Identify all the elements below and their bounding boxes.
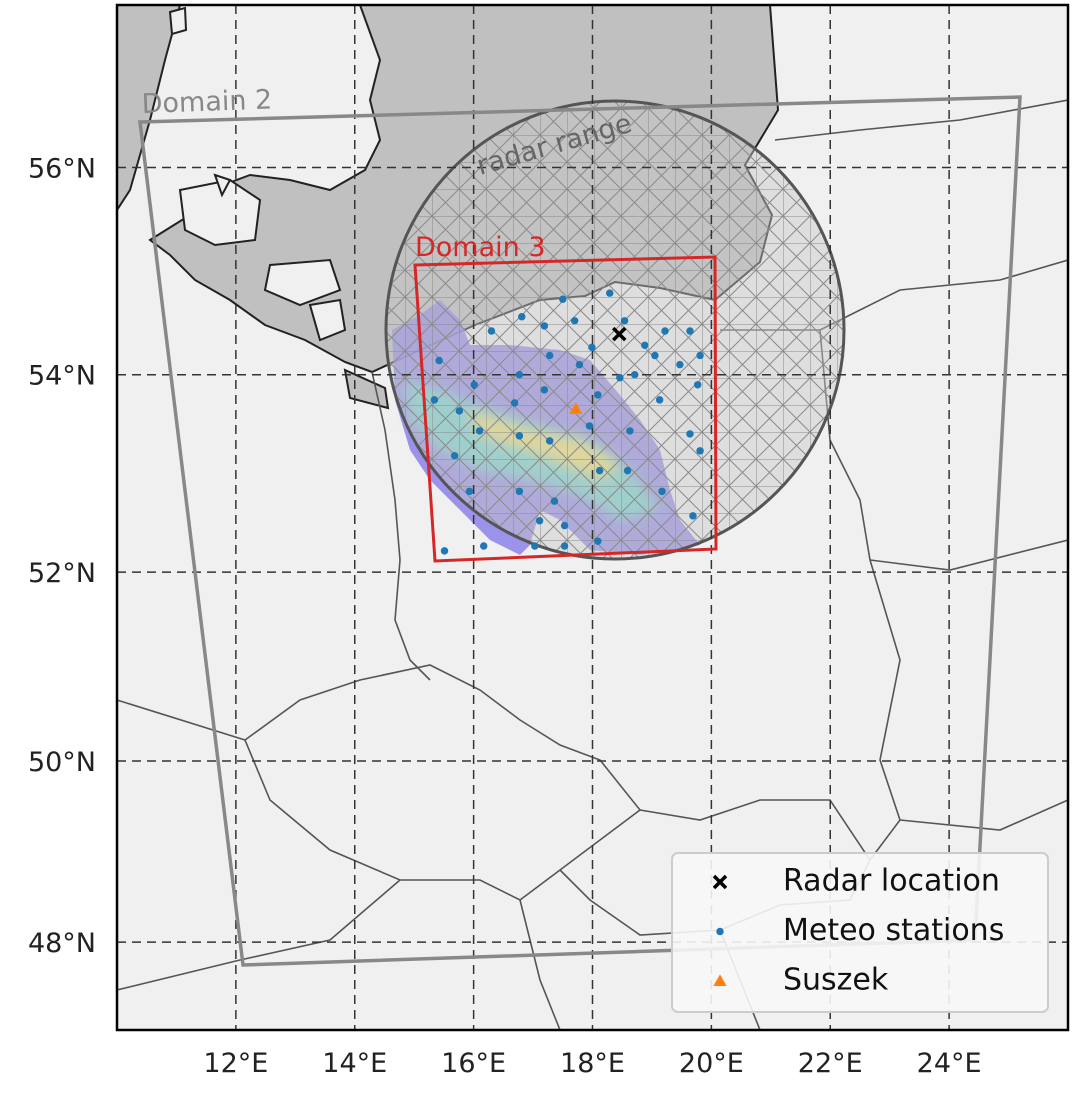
island xyxy=(263,258,342,307)
marker-dot xyxy=(487,327,496,335)
marker-dot xyxy=(588,343,596,352)
marker-dot xyxy=(570,317,579,325)
marker-triangle xyxy=(569,402,583,414)
map-background xyxy=(117,5,1068,1030)
marker-dot xyxy=(518,312,526,321)
marker-dot xyxy=(689,512,697,520)
marker-dot xyxy=(531,542,539,550)
marker-dot xyxy=(440,547,449,555)
domain-3 xyxy=(413,255,718,563)
marker-dot xyxy=(455,407,464,415)
legend-label: Suszek xyxy=(783,963,889,998)
x-tick-label: 12°E xyxy=(203,1048,268,1079)
y-tick-label: 52°N xyxy=(28,558,96,589)
marker-dot xyxy=(435,356,443,365)
marker-dot xyxy=(686,430,694,438)
marker-dot xyxy=(480,542,488,550)
marker-dot xyxy=(430,396,439,404)
marker-dot xyxy=(560,542,569,550)
x-tick-label: 18°E xyxy=(560,1048,625,1079)
y-tick-label: 54°N xyxy=(28,361,96,392)
marker-dot xyxy=(595,466,604,475)
marker-dot xyxy=(535,516,544,525)
marker-dot xyxy=(626,427,634,435)
legend-marker xyxy=(713,974,727,986)
legend-label: Meteo stations xyxy=(783,913,1004,948)
marker-dot xyxy=(594,391,602,399)
border xyxy=(371,371,431,681)
marker-dot xyxy=(616,374,624,382)
marker-dot xyxy=(594,537,602,545)
marker-dot xyxy=(686,327,694,335)
island xyxy=(308,298,347,342)
marker-x xyxy=(612,326,627,342)
x-tick-label: 24°E xyxy=(917,1048,982,1079)
marker-dot xyxy=(559,295,567,303)
marker-dot xyxy=(658,487,666,496)
marker-dot xyxy=(620,317,629,325)
marker-dot xyxy=(540,322,549,330)
marker-dot xyxy=(661,327,669,335)
marker-dot xyxy=(545,437,554,445)
y-tick-label: 56°N xyxy=(28,154,96,185)
marker-dot xyxy=(475,427,484,435)
marker-dot xyxy=(550,497,559,505)
marker-dot xyxy=(465,487,474,496)
marker-dot xyxy=(676,360,684,369)
marker-dot xyxy=(470,381,478,389)
marker-dot xyxy=(641,341,649,350)
plot-frame xyxy=(115,3,1070,1032)
marker-dot xyxy=(515,370,524,379)
marker-dot xyxy=(651,351,659,360)
domain-2-label: Domain 2 xyxy=(141,84,273,120)
marker-dot xyxy=(630,370,639,379)
marker-dot xyxy=(575,360,584,369)
marker-dot xyxy=(655,396,664,404)
island xyxy=(168,6,232,198)
x-tick-label: 20°E xyxy=(679,1048,744,1079)
legend-marker xyxy=(712,874,728,890)
marker-dot xyxy=(560,521,569,530)
border xyxy=(774,99,1068,831)
y-tick-label: 48°N xyxy=(28,928,96,959)
marker-dot xyxy=(515,487,524,496)
marker-dot xyxy=(696,351,704,360)
marker-dot xyxy=(515,432,524,440)
y-tick-label: 50°N xyxy=(28,747,96,778)
marker-dot xyxy=(693,381,702,389)
marker-dot xyxy=(585,422,594,430)
marker-dot xyxy=(450,452,459,460)
marker-dot xyxy=(545,351,554,360)
marker-dot xyxy=(623,466,632,475)
marker-dot xyxy=(696,447,704,455)
x-tick-label: 14°E xyxy=(322,1048,387,1079)
marker-dot xyxy=(510,399,519,407)
legend-box xyxy=(671,852,1049,1013)
marker-dot xyxy=(540,386,549,394)
legend-marker xyxy=(716,927,724,936)
x-tick-label: 22°E xyxy=(798,1048,863,1079)
x-tick-label: 16°E xyxy=(441,1048,506,1079)
marker-dot xyxy=(606,289,614,297)
border xyxy=(117,699,761,1030)
domain-3-label: Domain 3 xyxy=(415,232,546,263)
legend-label: Radar location xyxy=(783,864,1000,899)
